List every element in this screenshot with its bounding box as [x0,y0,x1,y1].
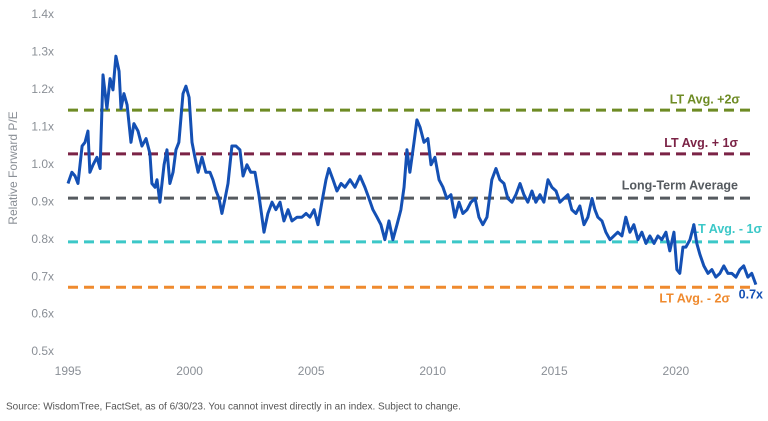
x-tick-label: 2005 [298,364,325,378]
y-tick-label: 1.2x [31,82,54,96]
source-note: Source: WisdomTree, FactSet, as of 6/30/… [6,402,461,413]
y-tick-label: 1.3x [31,45,54,59]
reference-label: Long-Term Average [622,178,738,192]
y-tick-label: 1.1x [31,120,54,134]
data-line [66,54,758,286]
x-tick-label: 2010 [419,364,446,378]
reference-label: LT Avg. - 2σ [659,292,730,306]
x-tick-label: 2000 [176,364,203,378]
y-tick-label: 0.6x [31,307,54,321]
y-tick-label: 0.8x [31,232,54,246]
y-tick-label: 0.7x [31,269,54,283]
reference-label: LT Avg. + 1σ [664,136,738,150]
x-tick-label: 2020 [663,364,690,378]
x-tick-label: 1995 [55,364,82,378]
reference-label: LT Avg. +2σ [670,92,741,106]
y-tick-label: 0.5x [31,344,54,358]
y-tick-label: 1.4x [31,7,54,21]
y-axis-label: Relative Forward P/E [6,111,20,224]
end-value-label: 0.7x [739,287,763,301]
reference-label: LT Avg. - 1σ [691,222,762,236]
y-tick-label: 0.9x [31,194,54,208]
y-tick-label: 1.0x [31,157,54,171]
x-tick-label: 2015 [541,364,568,378]
